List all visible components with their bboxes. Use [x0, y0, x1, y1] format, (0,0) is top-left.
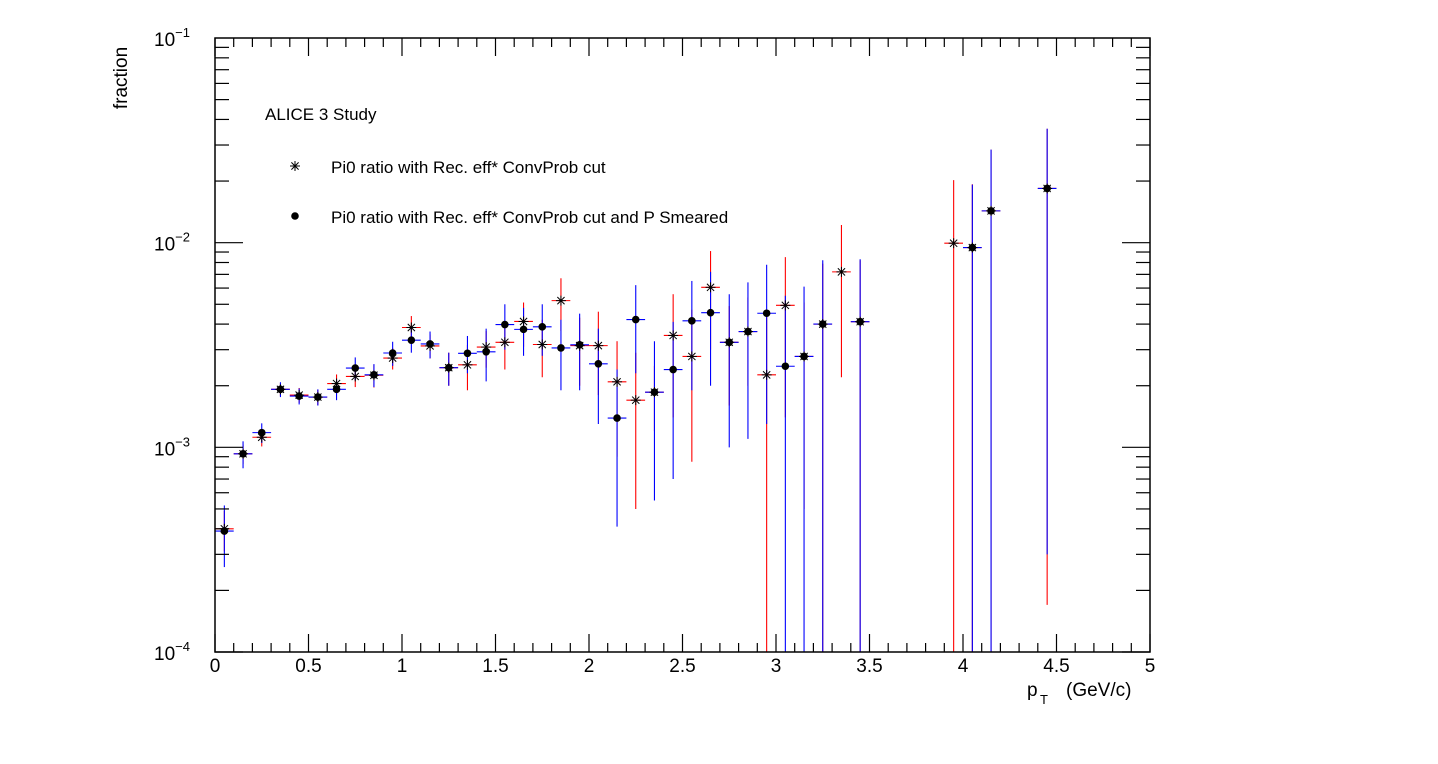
data-point-series-1 [350, 371, 361, 382]
data-point-series-2 [482, 347, 490, 356]
data-point-series-2 [744, 327, 752, 336]
x-tick-label: 0 [210, 656, 221, 677]
legend-marker-circle [291, 212, 299, 220]
data-point-series-2 [557, 344, 565, 352]
data-point-series-1 [537, 339, 548, 350]
ticks-layer [214, 38, 1151, 653]
x-tick-label: 4 [958, 656, 969, 677]
legend-circle-icon [291, 212, 299, 220]
data-point-series-1 [668, 330, 679, 341]
data-point-series-2 [426, 340, 434, 348]
x-tick-label: 4.5 [1043, 656, 1069, 677]
data-point-series-2 [706, 308, 715, 317]
data-point-series-1 [462, 359, 473, 370]
data-point-series-2 [501, 320, 509, 329]
y-tick-label: 10−1 [154, 25, 190, 51]
data-point-series-1 [612, 376, 623, 387]
legend-marker-star [290, 161, 300, 171]
data-point-series-2 [519, 325, 528, 334]
data-point-series-1 [761, 369, 772, 380]
data-point-series-2 [968, 243, 977, 252]
data-point-series-2 [370, 371, 378, 379]
x-tick-label: 2 [584, 656, 595, 677]
data-point-series-2 [987, 207, 995, 215]
data-point-series-1 [686, 351, 697, 362]
data-point-series-1 [406, 322, 417, 333]
data-point-series-2 [351, 364, 360, 372]
data-point-series-2 [407, 336, 416, 344]
data-point-series-2 [1043, 184, 1051, 193]
data-point-series-2 [295, 392, 303, 400]
legend-entry-series-2: Pi0 ratio with Rec. eff* ConvProb cut an… [331, 208, 728, 227]
data-point-series-1 [630, 395, 641, 406]
markers-layer [219, 183, 1053, 535]
x-axis-label-subscript: T [1040, 692, 1048, 707]
x-axis-label-units: (GeV/c) [1066, 680, 1131, 701]
data-point-series-2 [800, 352, 808, 361]
data-point-series-2 [239, 449, 247, 458]
data-point-series-2 [631, 315, 640, 324]
data-point-series-2 [575, 340, 584, 349]
data-point-series-1 [780, 300, 791, 311]
data-point-series-2 [594, 359, 603, 368]
legend-entry-series-1: Pi0 ratio with Rec. eff* ConvProb cut [331, 158, 606, 177]
x-tick-label: 3 [771, 656, 782, 677]
data-point-series-2 [276, 385, 285, 394]
data-point-series-1 [499, 337, 510, 348]
x-tick-labels: 0 0.5 1 1.5 2 2.5 3 3.5 4 4.5 5 [210, 656, 1156, 677]
x-tick-label: 1.5 [482, 656, 508, 677]
data-point-series-2 [538, 323, 547, 331]
data-point-series-2 [818, 320, 827, 328]
x-tick-label: 5 [1145, 656, 1156, 677]
data-point-series-1 [705, 282, 716, 293]
data-point-series-2 [762, 309, 771, 318]
data-point-series-2 [257, 428, 266, 437]
legend: Pi0 ratio with Rec. eff* ConvProb cut Pi… [290, 158, 728, 227]
annotation-text: ALICE 3 Study [265, 105, 377, 124]
data-point-series-1 [836, 266, 847, 277]
x-axis-label-main: p [1027, 680, 1038, 701]
legend-star-icon [290, 161, 300, 171]
y-axis-label: fraction [111, 47, 132, 109]
x-tick-label: 2.5 [669, 656, 695, 677]
data-point-series-2 [725, 338, 734, 347]
data-point-series-2 [650, 388, 659, 396]
data-point-series-2 [781, 362, 790, 371]
data-point-series-2 [669, 365, 677, 374]
data-point-series-1 [948, 238, 959, 249]
plot-frame [214, 37, 1151, 653]
x-axis-label: p T (GeV/c) [1027, 680, 1131, 707]
data-point-series-2 [688, 317, 696, 325]
data-point-series-2 [388, 349, 397, 357]
data-point-series-1 [518, 316, 529, 327]
data-point-series-2 [444, 363, 453, 372]
data-point-series-1 [555, 295, 566, 306]
data-point-series-1 [593, 340, 604, 351]
data-point-series-2 [856, 317, 864, 326]
data-point-series-2 [613, 414, 621, 422]
x-tick-label: 3.5 [856, 656, 882, 677]
data-point-series-2 [463, 349, 472, 358]
data-point-series-2 [314, 393, 322, 401]
x-tick-label: 1 [397, 656, 408, 677]
x-tick-label: 0.5 [295, 656, 321, 677]
data-point-series-2 [332, 385, 341, 394]
